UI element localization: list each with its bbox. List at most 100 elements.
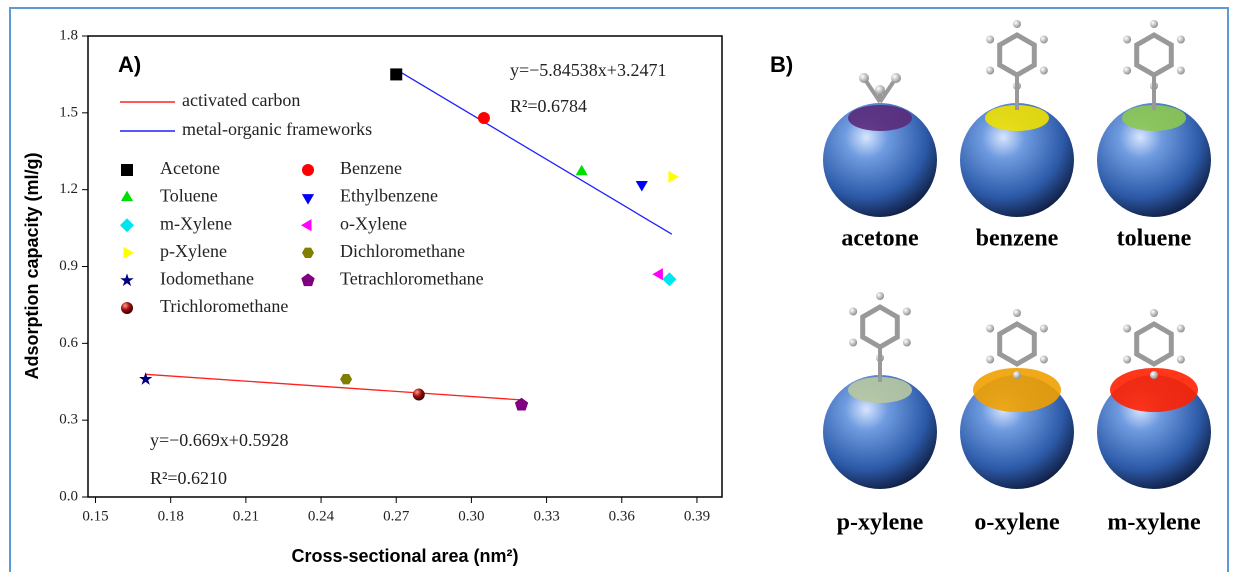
molecule-label: benzene [976,226,1059,252]
r-squared: R²=0.6210 [150,468,227,488]
atom [876,292,884,300]
atom [1177,67,1185,75]
x-tick-label: 0.36 [609,508,636,524]
ring [1000,324,1035,364]
data-point [576,165,588,176]
atom [1177,356,1185,364]
atom [903,308,911,316]
x-tick-label: 0.33 [533,508,559,524]
y-tick-label: 0.9 [59,258,78,274]
data-point [668,171,679,183]
legend-label: activated carbon [182,90,300,110]
panel-label: A) [118,52,141,77]
equation: y=−0.669x+0.5928 [150,430,288,450]
legend-label: p-Xylene [160,241,227,261]
atom [1040,36,1048,44]
data-point [340,374,352,384]
atom [1013,309,1021,317]
molecule-panel: acetone benzene toluene p-xylene o-xylene m-x… [823,20,1211,536]
legend-label: Ethylbenzene [340,186,438,206]
ring [863,307,898,347]
legend-label: Trichloromethane [160,296,288,316]
atom [986,67,994,75]
legend-label: Acetone [160,158,220,178]
data-point [662,272,676,286]
y-tick-label: 0.3 [59,412,78,428]
atom [1040,67,1048,75]
atom [1123,325,1131,333]
atom [1123,356,1131,364]
y-tick-label: 0.6 [59,335,78,351]
y-axis-label: Adsorption capacity (ml/g) [22,152,42,379]
x-tick-label: 0.15 [82,508,108,524]
y-tick-label: 1.8 [59,27,78,43]
atom [1123,36,1131,44]
legend-marker [121,191,133,202]
data-point [652,268,663,280]
ring [1137,324,1172,364]
molecule-label: m-xylene [1107,510,1201,536]
panel-label: B) [770,52,793,77]
atom [1150,371,1158,379]
x-tick-label: 0.39 [684,508,710,524]
adsorption-cap [848,105,912,131]
atom [849,308,857,316]
atom [1040,325,1048,333]
atom [986,325,994,333]
atom [1040,356,1048,364]
y-tick-label: 1.5 [59,104,78,120]
legend-label: Benzene [340,158,402,178]
molecule-label: acetone [841,226,919,252]
fit-line [396,70,672,235]
ring [1137,35,1172,75]
legend-label: Dichloromethane [340,241,465,261]
atom [986,36,994,44]
x-tick-label: 0.24 [308,508,335,524]
legend-marker [301,273,314,286]
r-squared: R²=0.6784 [510,96,587,116]
atom [859,73,869,83]
atom [891,73,901,83]
molecule-label: p-xylene [837,510,924,536]
x-tick-label: 0.21 [233,508,259,524]
atom [1013,20,1021,28]
legend-label: Tetrachloromethane [340,269,484,289]
legend-marker [121,302,133,314]
legend-label: o-Xylene [340,213,407,233]
legend-marker [121,164,133,176]
atom [1123,67,1131,75]
molecule-label: toluene [1117,226,1192,252]
atom [1177,36,1185,44]
figure: A) Cross-sectional area (nm²) Adsorption… [0,0,1235,572]
legend-label: Toluene [160,186,218,206]
x-tick-label: 0.18 [158,508,184,524]
equation: y=−5.84538x+3.2471 [510,60,666,80]
atom [1013,371,1021,379]
fit-line [146,374,522,400]
legend-label: metal-organic frameworks [182,119,372,139]
atom [875,85,885,95]
legend-label: m-Xylene [160,213,232,233]
data-point [478,112,490,124]
ring [1000,35,1035,75]
x-tick-label: 0.30 [458,508,484,524]
atom [1177,325,1185,333]
atom [1150,20,1158,28]
data-point [390,68,402,80]
x-axis-label: Cross-sectional area (nm²) [291,546,518,566]
atom [849,339,857,347]
legend-label: Iodomethane [160,269,254,289]
legend-marker [302,248,314,258]
y-tick-label: 0.0 [59,488,78,504]
atom [903,339,911,347]
legend-marker [120,273,133,286]
data-point [413,389,425,401]
atom [986,356,994,364]
y-tick-label: 1.2 [59,181,78,197]
legend-marker [120,218,134,232]
legend-marker [302,194,314,205]
atom [1150,309,1158,317]
legend-marker [124,247,135,259]
legend-marker [302,164,314,176]
molecule-label: o-xylene [974,510,1060,536]
